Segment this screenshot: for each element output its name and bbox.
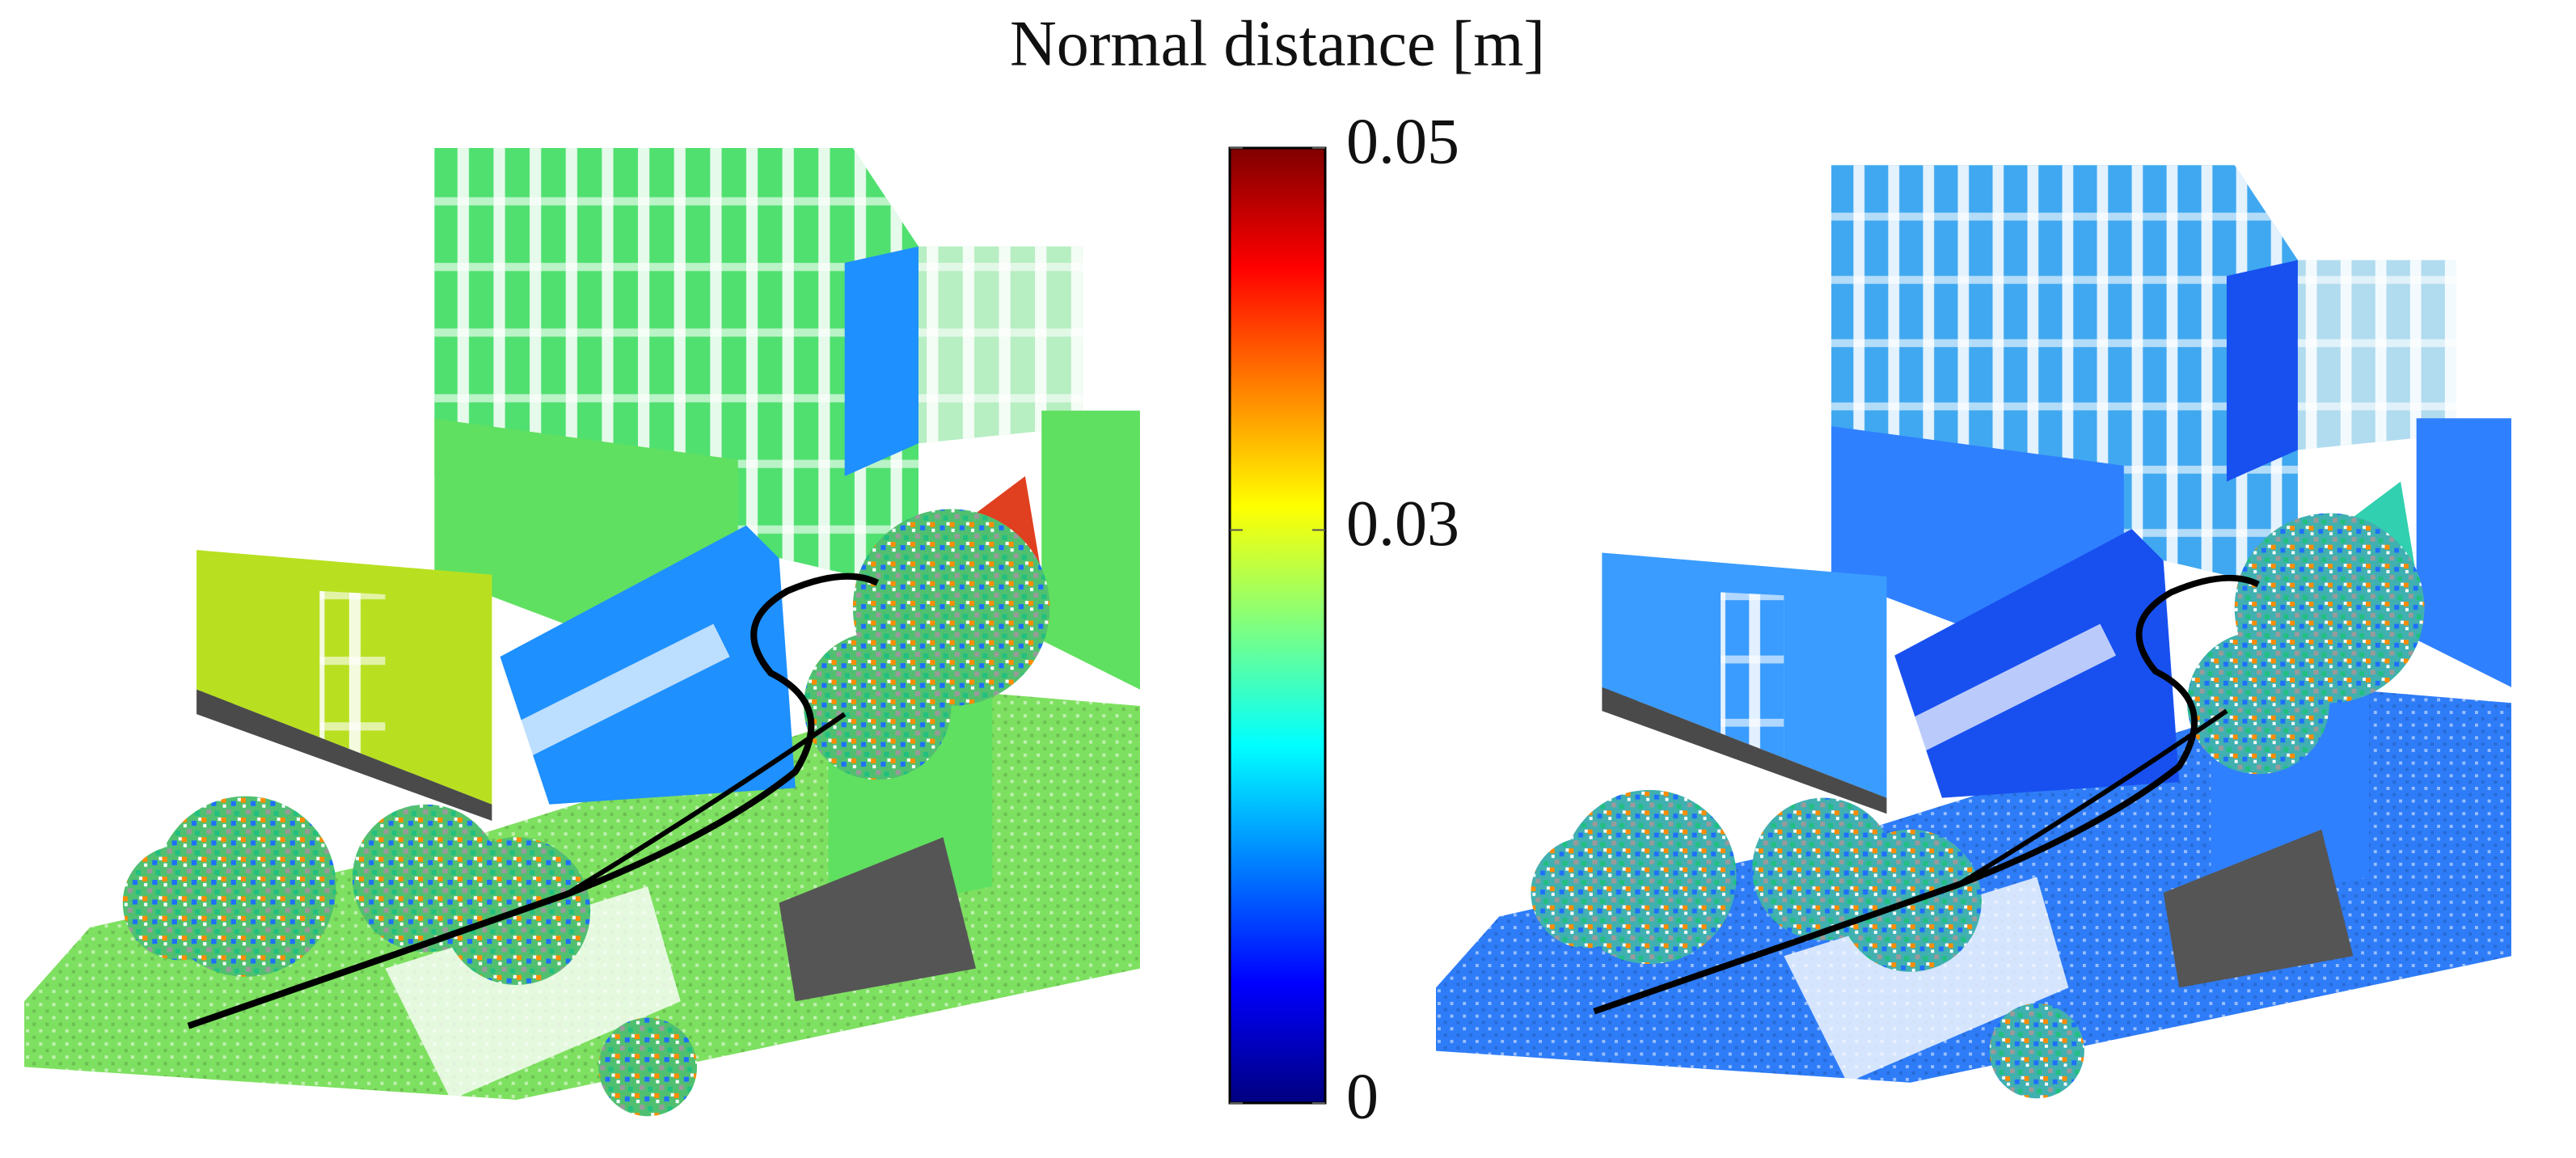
point-cloud-left bbox=[24, 148, 1140, 1116]
colorbar bbox=[1228, 146, 1327, 1105]
point-cloud-right bbox=[1436, 165, 2511, 1098]
colorbar-tick-label: 0.05 bbox=[1346, 106, 1459, 177]
colorbar-tick-label: 0.03 bbox=[1346, 488, 1459, 560]
colorbar-tick-label: 0 bbox=[1346, 1061, 1379, 1132]
figure-title: Normal distance [m] bbox=[1010, 8, 1545, 79]
